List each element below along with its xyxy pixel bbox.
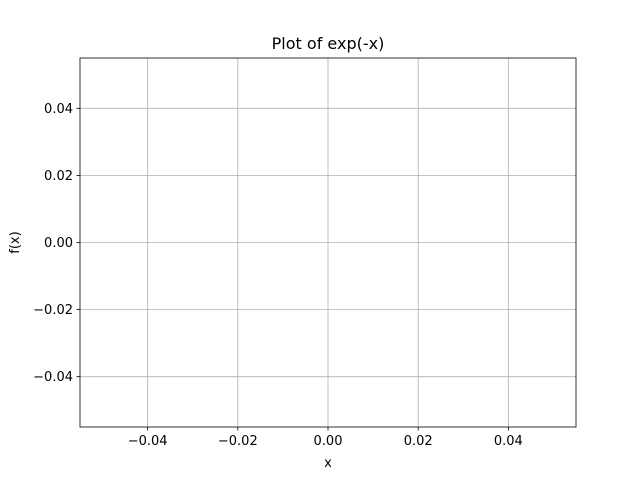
chart-title: Plot of exp(-x): [272, 34, 385, 53]
x-tick-labels: −0.04 −0.02 0.00 0.02 0.04: [128, 434, 523, 449]
grid-lines: [80, 58, 576, 427]
x-tick-label: −0.04: [128, 434, 168, 449]
x-tick-label: 0.00: [314, 434, 343, 449]
y-tick-label: 0.00: [44, 236, 73, 251]
x-axis-label: x: [324, 456, 332, 471]
y-tick-label: −0.02: [33, 303, 73, 318]
y-tick-label: 0.04: [44, 102, 73, 117]
y-tick-label: 0.02: [44, 169, 73, 184]
y-tick-label: −0.04: [33, 370, 73, 385]
tick-marks: [76, 107, 509, 431]
x-tick-label: 0.04: [494, 434, 523, 449]
y-tick-labels: −0.04 −0.02 0.00 0.02 0.04: [33, 102, 73, 385]
x-tick-label: 0.02: [404, 434, 433, 449]
y-axis-label: f(x): [8, 231, 23, 253]
x-tick-label: −0.02: [218, 434, 258, 449]
